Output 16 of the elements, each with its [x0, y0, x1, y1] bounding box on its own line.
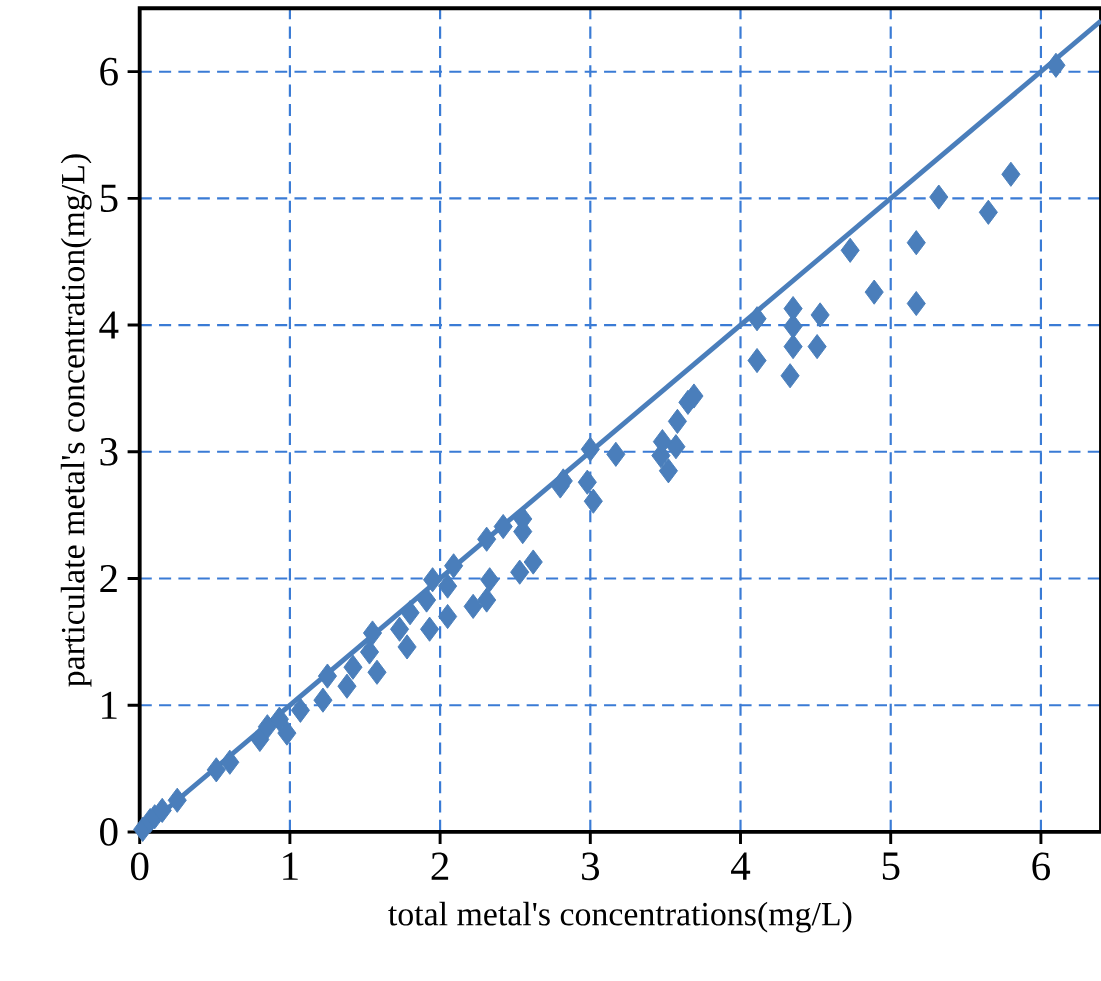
y-tick-label: 1: [102, 691, 117, 719]
x-tick-label: 3: [582, 852, 599, 881]
x-tick-label: 5: [882, 852, 900, 880]
x-tick-label: 4: [731, 852, 751, 880]
y-tick-label: 2: [100, 564, 117, 592]
x-tick-label: 2: [431, 852, 449, 880]
y-axis-title: particulate metal's concentration(mg/L): [60, 154, 92, 687]
y-tick-label: 5: [100, 184, 118, 212]
y-tick-label: 3: [100, 437, 118, 466]
x-tick-label: 1: [283, 852, 298, 880]
x-axis-title: total metal's concentrations(mg/L): [388, 901, 852, 933]
x-tick-label: 0: [130, 852, 149, 881]
y-tick-label: 4: [99, 311, 119, 339]
y-tick-label: 0: [100, 817, 118, 846]
x-tick-label: 6: [1032, 852, 1050, 881]
y-tick-label: 6: [100, 57, 118, 86]
